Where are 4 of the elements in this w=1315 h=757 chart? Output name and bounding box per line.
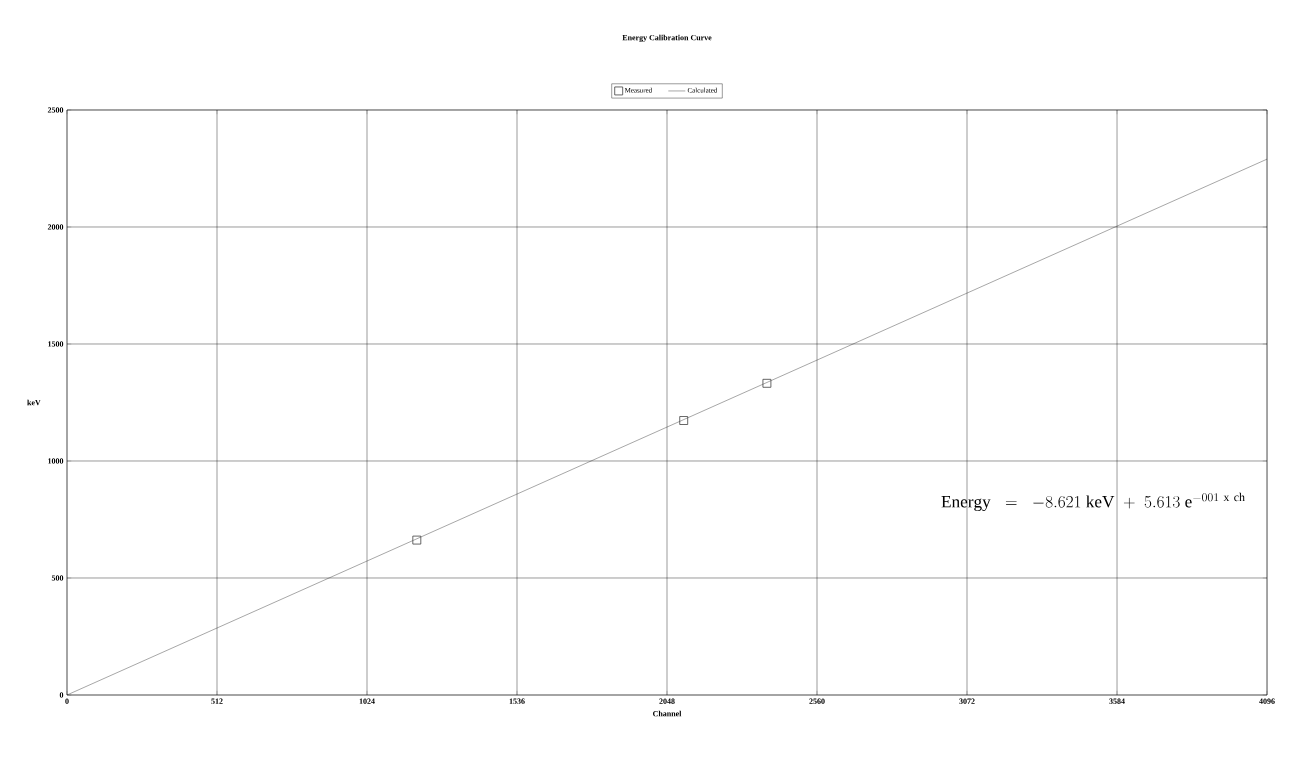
- point: [679, 416, 689, 425]
- point: [762, 378, 772, 388]
- point: [412, 535, 422, 545]
- annotation: $\mathrm{Energy}\;\;=\;\;-8.621\ \mathrm{keV}\;+\;5.613\ \mathrm{e}^{-001\ \mathrm{x\ ch}}$: [941, 492, 1245, 512]
